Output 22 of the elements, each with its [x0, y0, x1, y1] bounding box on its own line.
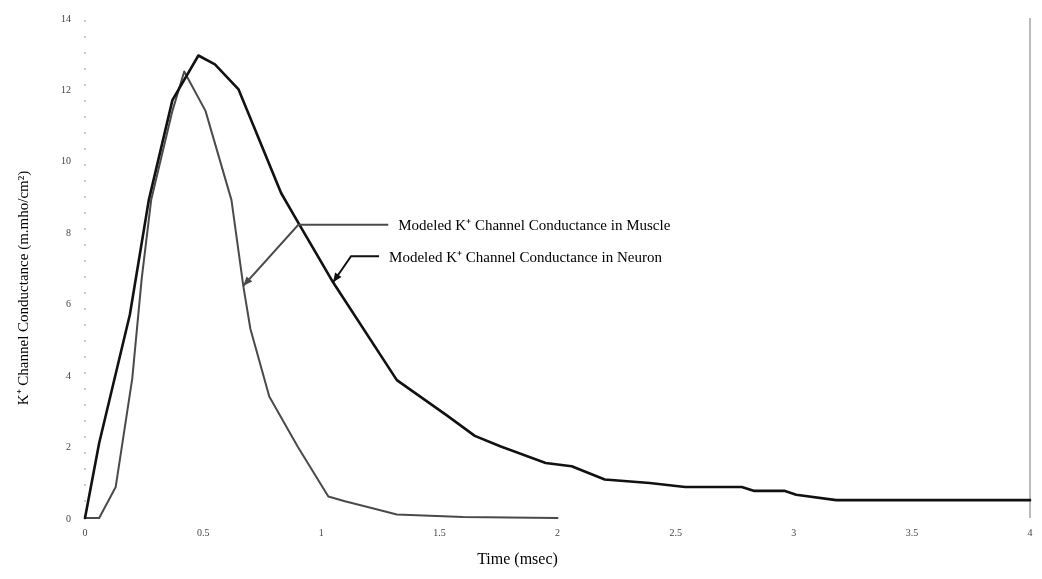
- x-tick-label: 1: [318, 527, 324, 538]
- x-tick-label: 0: [82, 527, 88, 538]
- x-tick-label: 4: [1027, 527, 1033, 538]
- x-tick-label: 2: [555, 527, 560, 538]
- annotation: Modeled K⁺ Channel Conductance in Neuron: [389, 248, 663, 265]
- x-tick-label: 1.5: [433, 527, 446, 538]
- x-tick-label: 3.5: [905, 527, 919, 538]
- x-tick-label: 0.5: [196, 527, 210, 538]
- y-tick-label: 2: [66, 441, 71, 453]
- x-axis-title: Time (msec): [477, 550, 558, 568]
- y-tick-label: 4: [66, 369, 71, 381]
- y-tick-label: 0: [66, 512, 71, 524]
- x-tick-label: 3: [791, 527, 797, 538]
- y-axis-title: K⁺ Channel Conductance (m.mho/cm²): [15, 170, 32, 406]
- y-tick-label: 14: [61, 12, 71, 24]
- line-series: [83, 54, 1032, 520]
- y-tick-label: 8: [66, 226, 71, 238]
- y-tick-label: 6: [66, 298, 71, 310]
- x-tick-label: 2.5: [669, 527, 682, 538]
- annotation: Modeled K⁺ Channel Conductance in Muscle: [398, 217, 671, 234]
- y-tick-label: 12: [61, 83, 71, 95]
- y-tick-label: 10: [61, 155, 71, 167]
